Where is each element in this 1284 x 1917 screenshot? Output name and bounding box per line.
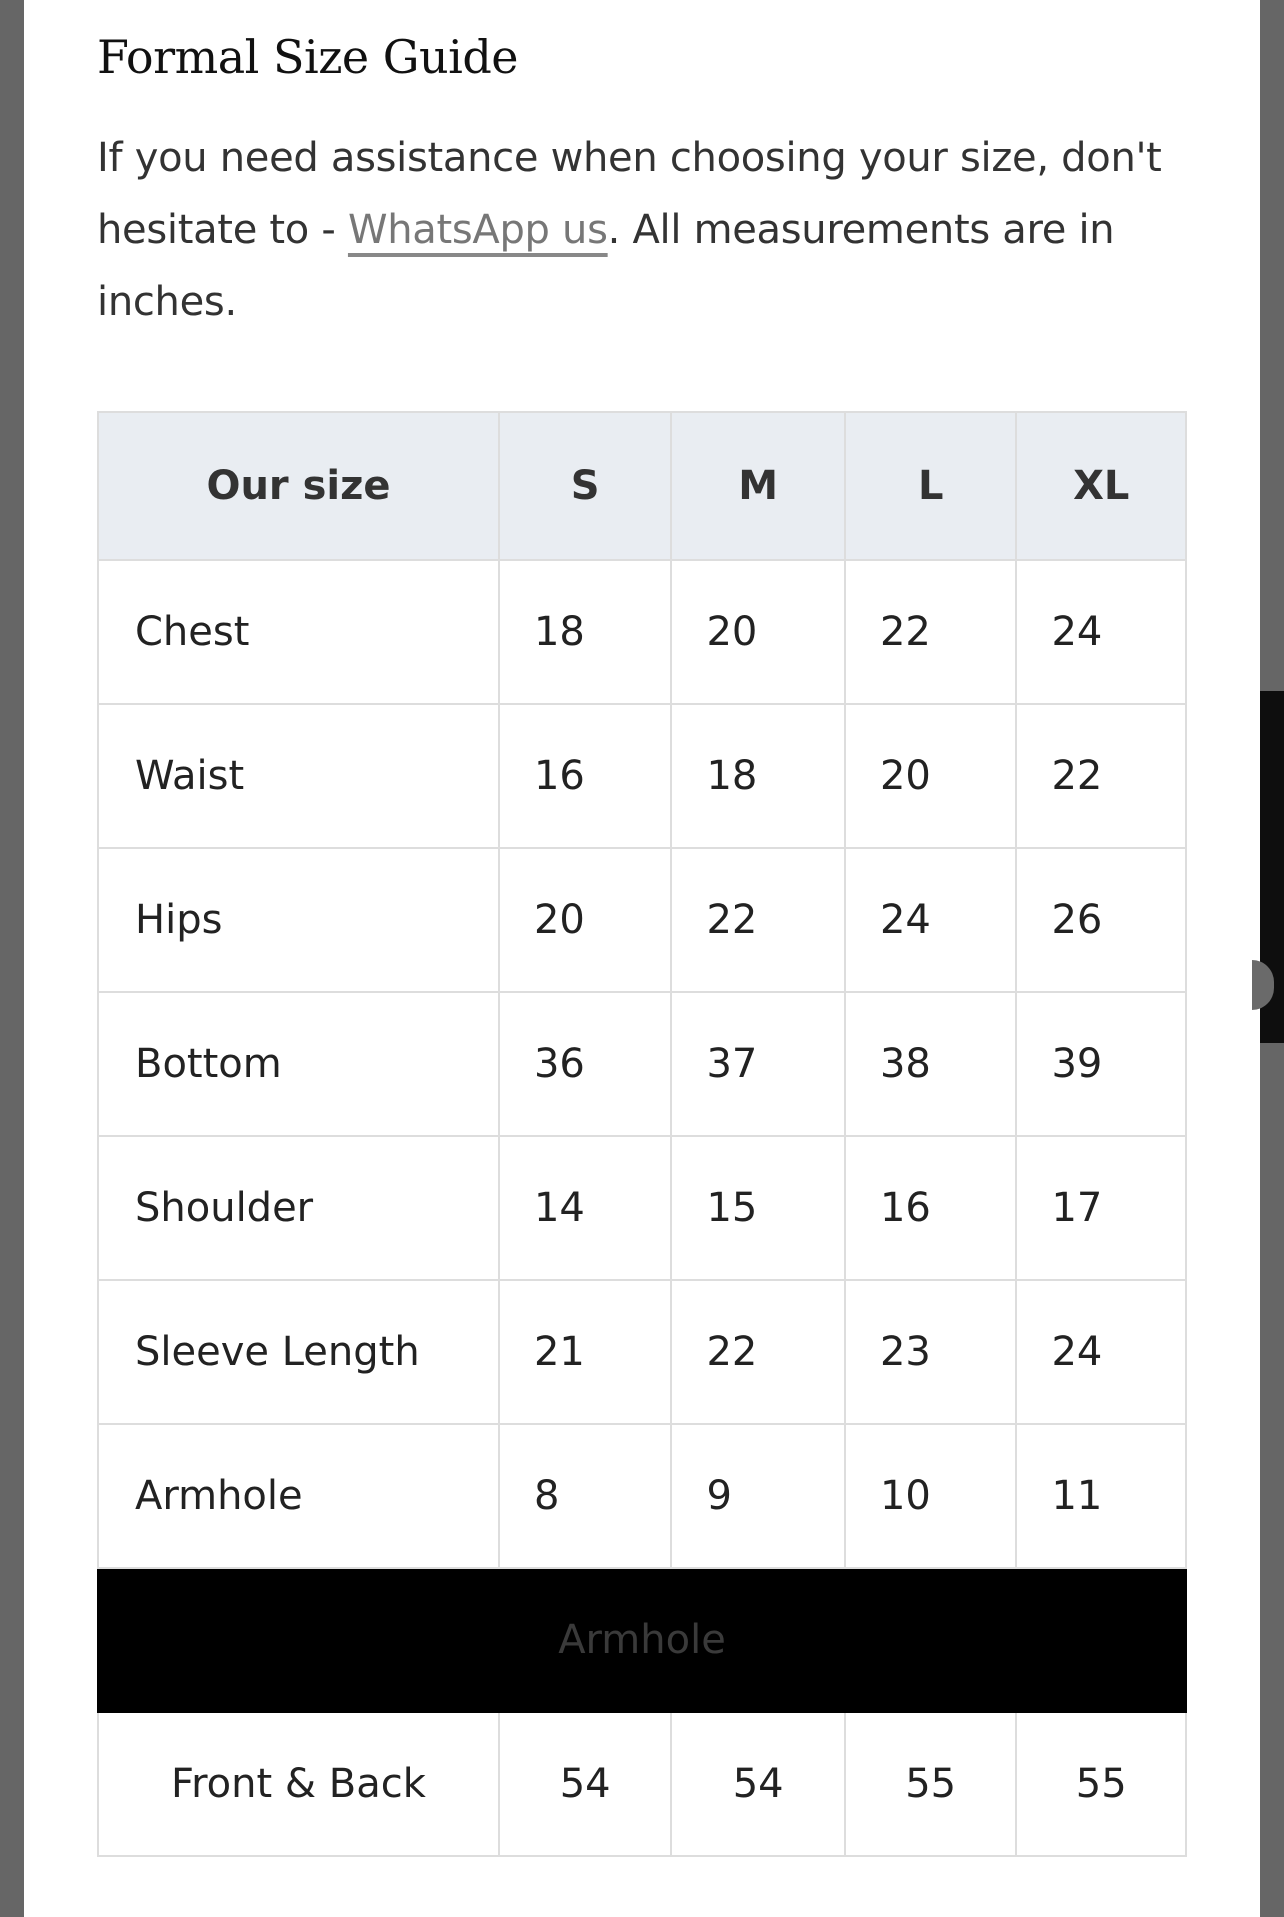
table-cell: 55 <box>1015 1711 1187 1857</box>
table-row: Shoulder 14 15 16 17 <box>97 1135 1187 1281</box>
table-cell: 22 <box>670 1279 846 1425</box>
intro-text: If you need assistance when choosing you… <box>97 122 1197 338</box>
table-row: Bottom 36 37 38 39 <box>97 991 1187 1137</box>
page-title: Formal Size Guide <box>97 30 519 84</box>
whatsapp-link[interactable]: WhatsApp us <box>347 207 608 253</box>
table-cell: 38 <box>843 991 1018 1137</box>
table-cell: 10 <box>843 1423 1018 1569</box>
table-row: Front & Back 54 54 55 55 <box>97 1711 1187 1857</box>
table-cell: 24 <box>1015 1279 1187 1425</box>
table-row: Hips 20 22 24 26 <box>97 847 1187 993</box>
row-label: Front & Back <box>97 1711 500 1857</box>
table-cell: 54 <box>497 1711 673 1857</box>
table-cell: 55 <box>843 1711 1018 1857</box>
table-cell: 18 <box>670 703 846 849</box>
table-cell: 18 <box>497 559 673 705</box>
section-label: Armhole <box>97 1567 1187 1713</box>
table-row: Chest 18 20 22 24 <box>97 559 1187 705</box>
table-cell: 17 <box>1015 1135 1187 1281</box>
table-cell: 14 <box>497 1135 673 1281</box>
table-header-row: Our size S M L XL <box>97 411 1187 561</box>
table-cell: 22 <box>670 847 846 993</box>
table-row: Sleeve Length 21 22 23 24 <box>97 1279 1187 1425</box>
table-cell: 11 <box>1015 1423 1187 1569</box>
row-label: Waist <box>97 703 500 849</box>
column-header: M <box>670 411 846 561</box>
column-header: S <box>497 411 673 561</box>
background-slider-handle <box>1252 960 1274 1010</box>
table-cell: 22 <box>843 559 1018 705</box>
section-row: Armhole <box>97 1567 1187 1713</box>
table-cell: 37 <box>670 991 846 1137</box>
row-label: Armhole <box>97 1423 500 1569</box>
column-header: L <box>843 411 1018 561</box>
table-cell: 9 <box>670 1423 846 1569</box>
table-cell: 15 <box>670 1135 846 1281</box>
row-label: Sleeve Length <box>97 1279 500 1425</box>
table-cell: 24 <box>843 847 1018 993</box>
table-cell: 16 <box>497 703 673 849</box>
table-cell: 16 <box>843 1135 1018 1281</box>
table-cell: 26 <box>1015 847 1187 993</box>
row-label: Shoulder <box>97 1135 500 1281</box>
table-cell: 23 <box>843 1279 1018 1425</box>
size-table: Our size S M L XL Chest 18 20 22 24 Waist 16 18 20 22… <box>97 411 1187 1857</box>
table-cell: 21 <box>497 1279 673 1425</box>
table-cell: 36 <box>497 991 673 1137</box>
table-cell: 20 <box>843 703 1018 849</box>
column-header: Our size <box>97 411 500 561</box>
intro-after: . All measurements are in inches. <box>97 207 1115 325</box>
row-label: Chest <box>97 559 500 705</box>
table-cell: 22 <box>1015 703 1187 849</box>
row-label: Hips <box>97 847 500 993</box>
table-row: Waist 16 18 20 22 <box>97 703 1187 849</box>
table-cell: 24 <box>1015 559 1187 705</box>
table-cell: 54 <box>670 1711 846 1857</box>
intro-before: If you need assistance when choosing you… <box>97 135 1162 253</box>
table-cell: 39 <box>1015 991 1187 1137</box>
table-row: Armhole 8 9 10 11 <box>97 1423 1187 1569</box>
table-cell: 8 <box>497 1423 673 1569</box>
table-cell: 20 <box>670 559 846 705</box>
table-cell: 20 <box>497 847 673 993</box>
column-header: XL <box>1015 411 1187 561</box>
row-label: Bottom <box>97 991 500 1137</box>
